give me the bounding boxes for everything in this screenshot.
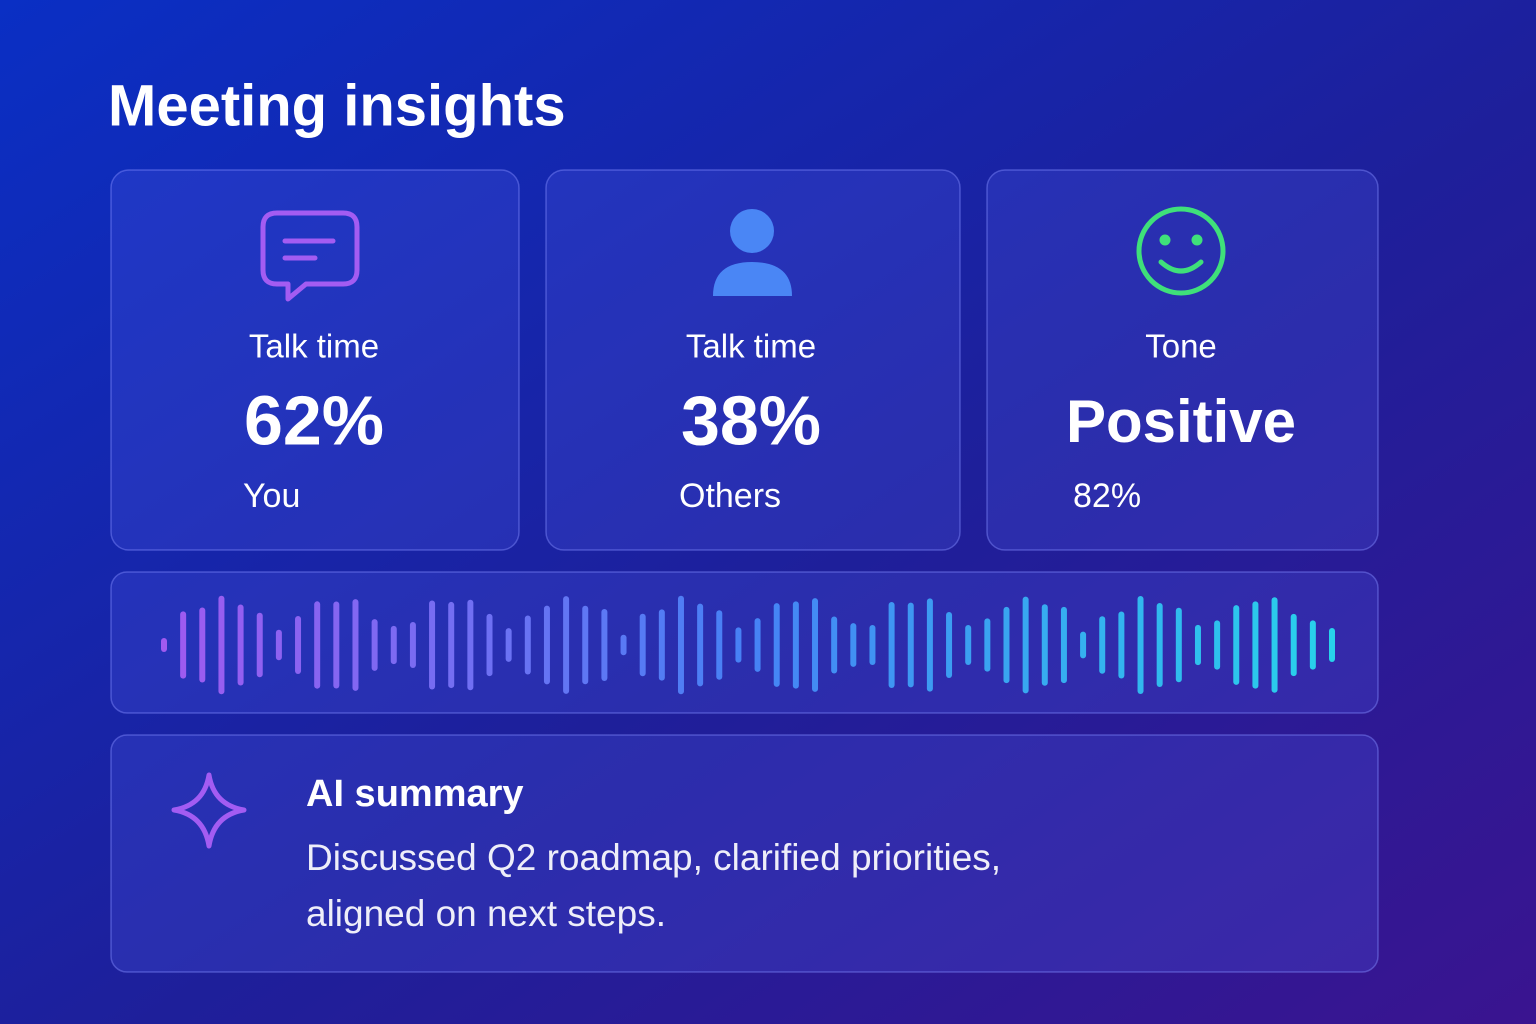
chat-icon xyxy=(260,210,360,302)
card-value: 38% xyxy=(681,381,821,459)
card-caption: Others xyxy=(679,477,781,515)
sparkle-icon xyxy=(171,772,247,849)
person-icon xyxy=(713,209,792,296)
summary-panel xyxy=(110,734,1379,973)
page-title: Meeting insights xyxy=(108,73,566,138)
card-value: 62% xyxy=(244,381,384,459)
summary-title: AI summary xyxy=(306,773,524,815)
summary-line: aligned on next steps. xyxy=(306,893,666,934)
smile-icon xyxy=(1136,206,1226,296)
card-value: Positive xyxy=(1066,388,1296,455)
card xyxy=(986,169,1379,551)
card-label: Tone xyxy=(1145,328,1217,365)
card xyxy=(110,169,520,551)
card-caption: 82% xyxy=(1073,477,1141,515)
summary-line: Discussed Q2 roadmap, clarified prioriti… xyxy=(306,837,1001,878)
waveform xyxy=(161,595,1335,695)
card xyxy=(545,169,961,551)
card-caption: You xyxy=(243,477,300,515)
card-label: Talk time xyxy=(686,328,816,365)
card-label: Talk time xyxy=(249,328,379,365)
waveform-panel xyxy=(110,571,1379,714)
